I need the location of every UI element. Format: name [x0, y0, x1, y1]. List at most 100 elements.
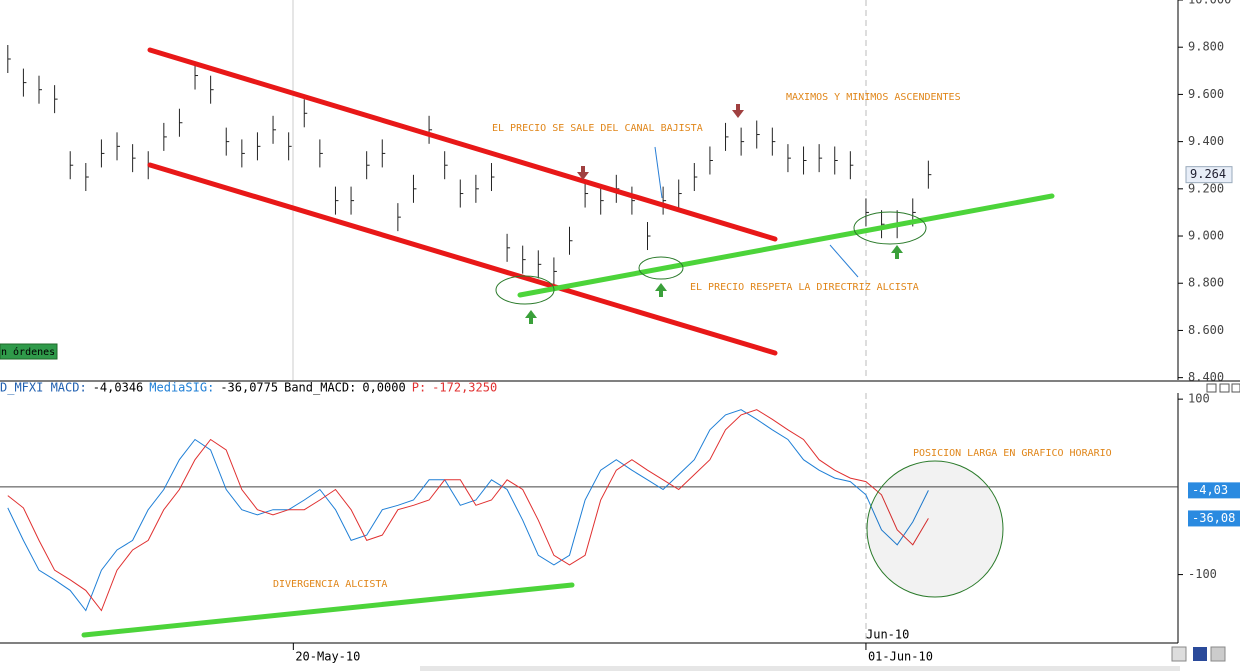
y-tick-label: 8.800 — [1188, 276, 1224, 290]
price-bar — [381, 139, 386, 168]
price-bar — [256, 132, 261, 161]
price-bar — [38, 75, 43, 104]
highlight — [638, 256, 684, 280]
price-bar — [241, 139, 245, 168]
price-bar — [553, 257, 557, 286]
window-button[interactable] — [1219, 383, 1230, 393]
price-bar — [350, 186, 355, 215]
price-bar — [397, 203, 401, 232]
price-bar — [740, 127, 745, 156]
annotation: DIVERGENCIA ALCISTA — [273, 579, 387, 590]
y-tick-label: 9.000 — [1188, 229, 1224, 243]
legend-text: P: — [412, 381, 426, 395]
price-bar — [22, 68, 27, 97]
y-tick-label: 100 — [1188, 392, 1210, 406]
scrollbar[interactable] — [420, 666, 1180, 671]
up-arrow — [891, 245, 903, 259]
tool-button[interactable] — [1171, 646, 1187, 662]
down-arrow — [577, 166, 589, 180]
price-bar — [210, 75, 214, 104]
price-bar — [319, 139, 323, 168]
channel-bottom — [147, 162, 778, 356]
last-value-box — [1188, 482, 1240, 499]
x-tick-label: 01-Jun-10 — [868, 650, 933, 664]
macd-line — [7, 409, 929, 612]
pointer — [829, 244, 859, 278]
window-button[interactable] — [1231, 383, 1240, 393]
annotation: EL PRECIO SE SALE DEL CANAL BAJISTA — [492, 123, 703, 134]
price-bar — [865, 198, 869, 227]
annotation: EL PRECIO RESPETA LA DIRECTRIZ ALCISTA — [690, 282, 919, 293]
price-bar — [100, 139, 105, 168]
price-bar — [303, 99, 308, 128]
price-bar — [647, 222, 651, 251]
pointer — [654, 146, 663, 199]
price-bar — [444, 151, 448, 180]
y-tick-label: 9.800 — [1188, 40, 1224, 54]
price-bar — [412, 174, 417, 203]
price-bar — [881, 210, 885, 239]
orders-button-label[interactable]: n órdenes — [1, 346, 55, 358]
legend-text: D_MFXI MACD: — [0, 381, 87, 395]
legend-text: Band_MACD: — [284, 381, 356, 395]
price-bar — [428, 115, 433, 144]
price-bar — [662, 186, 667, 215]
price-bar — [849, 151, 854, 180]
highlight — [866, 460, 1004, 598]
price-bar — [288, 132, 292, 161]
y-tick-label: 10.000 — [1188, 0, 1231, 7]
price-bar — [116, 132, 121, 161]
legend-text: -172,3250 — [432, 381, 497, 395]
price-bar — [693, 163, 698, 192]
price-bar — [272, 115, 277, 144]
orders-button[interactable] — [0, 343, 58, 360]
last-value-box — [1188, 510, 1240, 527]
highlight — [853, 211, 927, 245]
price-bar — [522, 245, 526, 274]
y-tick-label: 9.200 — [1188, 181, 1224, 195]
channel-top — [147, 47, 778, 242]
support-line — [517, 193, 1055, 298]
tool-button[interactable] — [1210, 646, 1226, 662]
window-button[interactable] — [1206, 383, 1217, 393]
price-bar — [756, 120, 760, 149]
macd-line — [7, 409, 929, 612]
last-value-label: -4,03 — [1192, 483, 1228, 497]
annotation: POSICION LARGA EN GRAFICO HORARIO — [913, 448, 1112, 459]
price-bar — [334, 186, 339, 215]
y-tick-label: 9.600 — [1188, 87, 1224, 101]
price-bar — [584, 179, 589, 208]
save-button[interactable] — [1193, 647, 1207, 661]
price-bar — [537, 250, 542, 279]
price-bar — [178, 108, 183, 137]
price-bar — [54, 85, 58, 114]
last-price-label: 9.264 — [1190, 167, 1226, 181]
price-bar — [725, 122, 729, 151]
legend-text: MediaSIG: — [149, 381, 214, 395]
price-bar — [678, 179, 682, 208]
price-bar — [568, 226, 573, 255]
price-bar — [225, 127, 230, 156]
legend-text: -4,0346 — [93, 381, 144, 395]
price-bar — [803, 146, 807, 175]
price-bar — [818, 144, 823, 173]
period-label: Jun-10 — [866, 628, 909, 642]
price-bar — [69, 151, 74, 180]
legend-text: 0,0000 — [362, 381, 405, 395]
divergence-line — [81, 582, 575, 638]
price-bar — [490, 163, 495, 192]
y-tick-label: -100 — [1188, 567, 1217, 581]
price-bar — [163, 122, 167, 151]
price-bar — [7, 45, 11, 74]
price-bar — [834, 146, 838, 175]
price-bar — [85, 163, 89, 192]
legend-text: -36,0775 — [220, 381, 278, 395]
highlight — [495, 275, 555, 305]
price-bar — [459, 179, 464, 208]
up-arrow — [525, 310, 537, 324]
y-tick-label: 8.600 — [1188, 323, 1224, 337]
price-bar — [600, 186, 604, 215]
price-bar — [771, 127, 776, 156]
last-price-box — [1185, 166, 1233, 184]
